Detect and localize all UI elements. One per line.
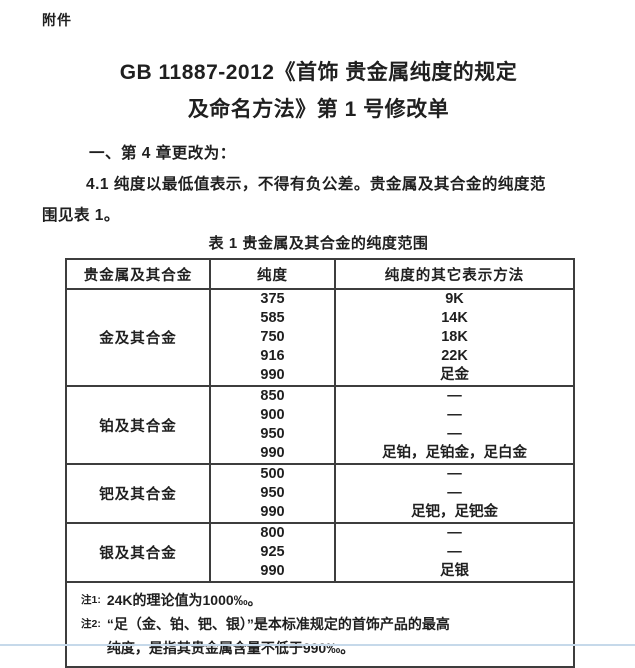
doc-title: GB 11887-2012《首饰 贵金属纯度的规定 及命名方法》第 1 号修改单 xyxy=(42,54,595,128)
purity-value: 375 xyxy=(260,291,285,307)
metal-group-row: 金及其合金 375 585 750 916 990 9K 14K 18K 22K 足金 xyxy=(65,288,575,387)
alt-representation-value: 足金 xyxy=(440,367,469,383)
alt-representation-value: — xyxy=(447,426,462,442)
alt-representation-value: 足钯，足钯金 xyxy=(411,504,498,520)
purity-value: 585 xyxy=(260,310,285,326)
doc-title-line-1: GB 11887-2012《首饰 贵金属纯度的规定 xyxy=(119,61,518,84)
alt-representation-value: 足银 xyxy=(440,563,469,579)
note-text-line: 纯度，是指其贵金属含量不低于990‰。 xyxy=(106,640,355,656)
purity-values-cell: 375 585 750 916 990 xyxy=(209,288,336,387)
alt-representation-cell: 9K 14K 18K 22K 足金 xyxy=(334,288,575,387)
metal-group-row: 铂及其合金 850 900 950 990 — — — 足铂，足铂金，足白金 xyxy=(65,385,575,465)
alt-representation-cell: — — 足银 xyxy=(334,522,575,583)
metal-name-cell: 钯及其合金 xyxy=(65,463,211,524)
document-page: { "doc": { "attachment_label": "附件", "ti… xyxy=(0,12,635,668)
note-label: 注1: xyxy=(81,594,101,606)
purity-value: 990 xyxy=(260,563,285,579)
metal-name-cell: 银及其合金 xyxy=(65,522,211,583)
purity-table-body: 金及其合金 375 585 750 916 990 9K 14K 18K 22K 足金 铂及其合金 85… xyxy=(65,288,575,583)
purity-value: 850 xyxy=(260,388,285,404)
purity-values-cell: 800 925 990 xyxy=(209,522,336,583)
note-text-line: 24K的理论值为1000‰。 xyxy=(106,592,262,608)
note-text: “足（金、铂、钯、银）”是本标准规定的首饰产品的最高 纯度，是指其贵金属含量不低于… xyxy=(107,612,450,660)
col-header-purity: 纯度 xyxy=(209,258,336,290)
purity-table: 贵金属及其合金 纯度 纯度的其它表示方法 金及其合金 375 585 750 916 99… xyxy=(65,258,575,668)
alt-representation-value: 9K xyxy=(445,291,464,307)
clause-body-line-1: 4.1 纯度以最低值表示，不得有负公差。贵金属及其合金的纯度范 xyxy=(86,176,546,193)
alt-representation-value: 22K xyxy=(441,348,468,364)
purity-value: 990 xyxy=(260,504,285,520)
note-text-line: “足（金、铂、钯、银）”是本标准规定的首饰产品的最高 xyxy=(106,616,450,632)
purity-values-cell: 500 950 990 xyxy=(209,463,336,524)
table-note: 注2: “足（金、铂、钯、银）”是本标准规定的首饰产品的最高 纯度，是指其贵金属含量… xyxy=(81,612,565,660)
purity-table-notes: 注1: 24K的理论值为1000‰。 注2: “足（金、铂、钯、银）”是本标准规定的首… xyxy=(65,581,575,668)
bottom-divider xyxy=(0,644,635,646)
purity-value: 925 xyxy=(260,544,285,560)
alt-representation-value: — xyxy=(447,407,462,423)
purity-value: 916 xyxy=(260,348,285,364)
alt-representation-value: 18K xyxy=(441,329,468,345)
header-row: 贵金属及其合金 纯度 纯度的其它表示方法 xyxy=(65,258,575,290)
alt-representation-value: 14K xyxy=(441,310,468,326)
clause-body-line-2: 围见表 1。 xyxy=(42,207,120,224)
alt-representation-value: — xyxy=(447,485,462,501)
metal-name-cell: 金及其合金 xyxy=(65,288,211,387)
attachment-label: 附件 xyxy=(42,12,72,28)
doc-title-line-2: 及命名方法》第 1 号修改单 xyxy=(187,98,450,121)
purity-values-cell: 850 900 950 990 xyxy=(209,385,336,465)
alt-representation-value: — xyxy=(447,388,462,404)
purity-value: 800 xyxy=(260,525,285,541)
notes-cell: 注1: 24K的理论值为1000‰。 注2: “足（金、铂、钯、银）”是本标准规定的首… xyxy=(65,581,575,668)
notes-row: 注1: 24K的理论值为1000‰。 注2: “足（金、铂、钯、银）”是本标准规定的首… xyxy=(65,581,575,668)
purity-value: 990 xyxy=(260,445,285,461)
alt-representation-cell: — — 足钯，足钯金 xyxy=(334,463,575,524)
purity-value: 990 xyxy=(260,367,285,383)
metal-group-row: 银及其合金 800 925 990 — — 足银 xyxy=(65,522,575,583)
note-text: 24K的理论值为1000‰。 xyxy=(107,588,262,612)
metal-name-cell: 铂及其合金 xyxy=(65,385,211,465)
alt-representation-cell: — — — 足铂，足铂金，足白金 xyxy=(334,385,575,465)
table-caption: 表 1 贵金属及其合金的纯度范围 xyxy=(208,235,429,252)
purity-value: 750 xyxy=(260,329,285,345)
purity-value: 950 xyxy=(260,485,285,501)
clause-heading: 一、第 4 章更改为： xyxy=(89,145,236,162)
purity-value: 500 xyxy=(260,466,285,482)
purity-value: 900 xyxy=(260,407,285,423)
note-label: 注2: xyxy=(81,618,101,630)
table-note: 注1: 24K的理论值为1000‰。 xyxy=(81,588,565,612)
clause-body: 4.1 纯度以最低值表示，不得有负公差。贵金属及其合金的纯度范 围见表 1。 xyxy=(42,169,595,231)
alt-representation-value: — xyxy=(447,544,462,560)
purity-table-header: 贵金属及其合金 纯度 纯度的其它表示方法 xyxy=(65,258,575,290)
purity-value: 950 xyxy=(260,426,285,442)
col-header-alt: 纯度的其它表示方法 xyxy=(334,258,575,290)
alt-representation-value: — xyxy=(447,525,462,541)
metal-group-row: 钯及其合金 500 950 990 — — 足钯，足钯金 xyxy=(65,463,575,524)
alt-representation-value: — xyxy=(447,466,462,482)
alt-representation-value: 足铂，足铂金，足白金 xyxy=(382,445,527,461)
col-header-metal: 贵金属及其合金 xyxy=(65,258,211,290)
